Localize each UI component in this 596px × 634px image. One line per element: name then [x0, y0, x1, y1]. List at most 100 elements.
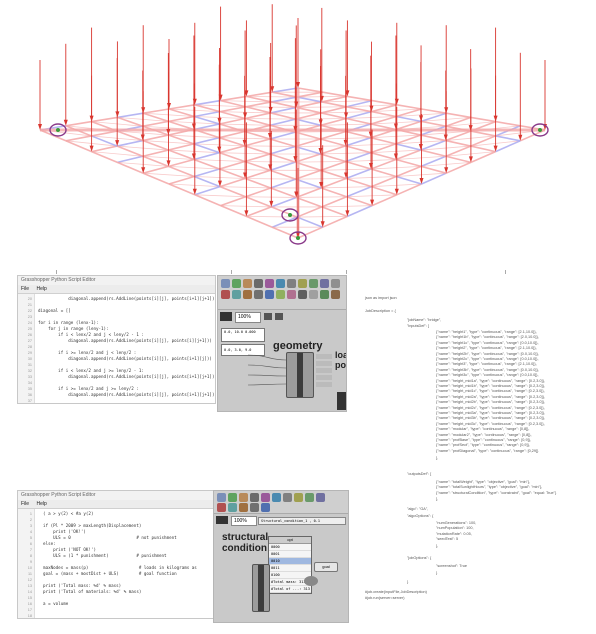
- arrow-head: [115, 140, 120, 147]
- truss-member: [194, 194, 221, 207]
- truss-member: [270, 187, 297, 199]
- truss-member: [143, 108, 170, 114]
- dropdown-item[interactable]: #Total of ...: 313: [269, 587, 311, 593]
- line-number: 23: [27, 315, 32, 319]
- tool-icon[interactable]: [250, 493, 259, 502]
- truss-member: [219, 136, 245, 147]
- tool-icon[interactable]: [232, 279, 241, 288]
- dropdown-item[interactable]: 0000: [269, 544, 311, 551]
- save-icon[interactable]: [220, 312, 232, 321]
- tool-icon[interactable]: [243, 279, 252, 288]
- arrow-head: [268, 106, 273, 113]
- tool-icon[interactable]: [228, 493, 237, 502]
- tool-icon[interactable]: [331, 279, 340, 288]
- node-icon[interactable]: [304, 576, 318, 586]
- tool-icon[interactable]: [228, 503, 237, 512]
- arrow-head: [269, 200, 274, 207]
- tool-icon[interactable]: [294, 493, 303, 502]
- arrow-head: [393, 123, 398, 130]
- tool-icon[interactable]: [217, 503, 226, 512]
- gh-canvas[interactable]: 100% 0.0, 10.0 0.000 0.0, 3.0, 9.0 geome…: [218, 310, 346, 411]
- truss-member: [296, 101, 322, 109]
- tool-icon[interactable]: [261, 493, 270, 502]
- view-icon[interactable]: [275, 313, 283, 320]
- gh-canvas[interactable]: 100% Structural_condition_1 , 0.1 struct…: [214, 514, 348, 622]
- truss-member: [193, 151, 220, 161]
- code-line: print ('OK!'): [38, 529, 86, 534]
- tool-icon[interactable]: [320, 290, 329, 299]
- truss-member: [370, 168, 397, 178]
- tool-icon[interactable]: [272, 493, 281, 502]
- truss-member: [168, 175, 195, 185]
- tool-icon[interactable]: [265, 279, 274, 288]
- tool-icon[interactable]: [232, 290, 241, 299]
- truss-member: [168, 120, 195, 131]
- zoom-field[interactable]: 100%: [231, 516, 257, 526]
- truss-member: [320, 117, 347, 127]
- menu-file[interactable]: File: [21, 501, 30, 507]
- tool-icon[interactable]: [283, 493, 292, 502]
- panel-component[interactable]: 0.0, 3.0, 9.0: [221, 344, 265, 356]
- dropdown-item[interactable]: #Total mass: 313: [269, 579, 311, 586]
- support-markers: [49, 123, 549, 245]
- tool-icon[interactable]: [254, 290, 263, 299]
- arrow-head: [319, 181, 324, 188]
- truss-member: [246, 95, 272, 103]
- tool-icon[interactable]: [250, 503, 259, 512]
- code-line: diagonal.append(rs.AddLine(points[i][j],…: [38, 338, 212, 343]
- line-number: 3: [29, 524, 32, 528]
- tool-icon[interactable]: [221, 290, 230, 299]
- dropdown-item[interactable]: 0100: [269, 572, 311, 579]
- tool-icon[interactable]: [305, 493, 314, 502]
- tool-icon[interactable]: [254, 279, 263, 288]
- tool-icon[interactable]: [239, 493, 248, 502]
- line-number: 17: [27, 608, 32, 612]
- zoom-field[interactable]: 100%: [235, 312, 261, 323]
- python-component[interactable]: [252, 564, 270, 612]
- truss-member: [320, 177, 347, 189]
- tool-icon[interactable]: [298, 290, 307, 299]
- line-number: 22: [27, 309, 32, 313]
- tool-icon[interactable]: [217, 493, 226, 502]
- header-field[interactable]: Structural_condition_1 , 0.1: [258, 517, 346, 525]
- tool-icon[interactable]: [287, 279, 296, 288]
- code-area[interactable]: 20 diagonal.append(rs.AddLine(points[i][…: [18, 294, 215, 403]
- truss-member: [470, 145, 496, 153]
- tool-icon[interactable]: [239, 503, 248, 512]
- dropdown-item[interactable]: 0001: [269, 551, 311, 558]
- parameter-block[interactable]: [337, 392, 346, 410]
- truss-member: [142, 139, 169, 151]
- tool-icon[interactable]: [316, 493, 325, 502]
- tool-icon[interactable]: [243, 290, 252, 299]
- save-icon[interactable]: [216, 516, 228, 524]
- tool-icon[interactable]: [287, 290, 296, 299]
- truss-member: [321, 206, 348, 218]
- menu-file[interactable]: File: [21, 286, 30, 292]
- dropdown-item[interactable]: 0010: [269, 558, 311, 565]
- tool-icon[interactable]: [265, 290, 274, 299]
- json-line: {"name": "height2c", "type": "continuous…: [436, 357, 539, 361]
- tool-icon[interactable]: [309, 290, 318, 299]
- tool-icon[interactable]: [309, 279, 318, 288]
- tool-icon[interactable]: [276, 279, 285, 288]
- arrow-head: [294, 101, 299, 108]
- view-icon[interactable]: [264, 313, 272, 320]
- tool-icon[interactable]: [276, 290, 285, 299]
- tool-icon[interactable]: [298, 279, 307, 288]
- truss-member: [91, 150, 118, 164]
- menu-help[interactable]: Help: [36, 501, 47, 507]
- dropdown-item[interactable]: 0011: [269, 565, 311, 572]
- arrow-head: [191, 153, 196, 160]
- json-line: {"name": "height2", "type": "continuous"…: [436, 346, 537, 351]
- divider-tick: [231, 270, 232, 274]
- code-area[interactable]: 1 ( a > y(2) < #a y(2) 2 3 if (Pl * 2009 >…: [18, 509, 213, 618]
- python-component[interactable]: [286, 352, 314, 398]
- tool-icon[interactable]: [331, 290, 340, 299]
- menu-help[interactable]: Help: [36, 286, 47, 292]
- tool-icon[interactable]: [221, 279, 230, 288]
- panel-component[interactable]: 0.0, 10.0 0.000: [221, 328, 265, 342]
- goal-button[interactable]: goal: [314, 562, 338, 572]
- tool-icon[interactable]: [261, 503, 270, 512]
- tool-icon[interactable]: [320, 279, 329, 288]
- options-dropdown[interactable]: opt 0000 0001 0010 0011 0100 #Total mass: 313…: [268, 536, 312, 594]
